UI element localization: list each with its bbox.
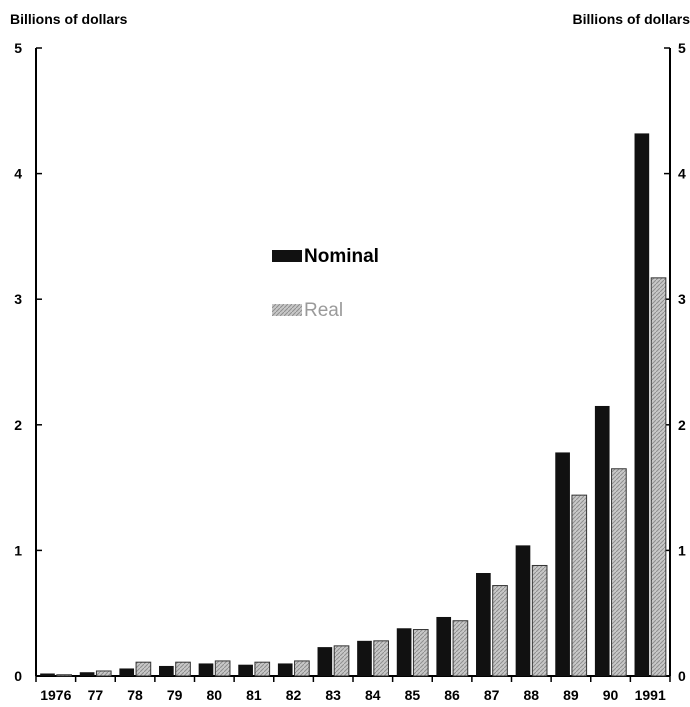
bar-real (175, 661, 191, 677)
y-tick-label-right: 1 (678, 542, 686, 558)
bar-nominal (317, 647, 333, 676)
left-axis-title: Billions of dollars (10, 11, 128, 27)
bar-nominal (396, 628, 412, 676)
y-tick-label-left: 1 (14, 542, 22, 558)
y-tick-label-right: 4 (678, 166, 686, 182)
x-tick-label: 83 (325, 687, 341, 703)
legend-nominal-label: Nominal (304, 246, 379, 267)
bar-real (650, 277, 667, 677)
bar-real (412, 629, 429, 677)
bar-real (452, 620, 469, 677)
bar-nominal (198, 663, 214, 676)
legend-real-swatch (272, 304, 302, 316)
bar-real (571, 494, 588, 677)
x-tick-label: 79 (167, 687, 183, 703)
y-tick-label-left: 4 (14, 166, 22, 182)
x-tick-label: 82 (286, 687, 302, 703)
bar-nominal (277, 663, 293, 676)
legend-real-label: Real (304, 300, 343, 321)
bar-real (373, 640, 389, 677)
bar-real (254, 661, 271, 677)
y-tick-label-left: 0 (14, 668, 22, 684)
bar-nominal (40, 673, 55, 676)
y-tick-label-right: 3 (678, 291, 686, 307)
right-axis-title: Billions of dollars (573, 11, 690, 27)
y-tick-label-right: 5 (678, 40, 686, 56)
bar-real (95, 670, 112, 677)
x-tick-label: 88 (524, 687, 540, 703)
bar-nominal (594, 405, 610, 676)
x-tick-label: 1991 (635, 687, 666, 703)
bar-real (294, 660, 310, 677)
x-tick-label: 87 (484, 687, 500, 703)
x-tick-label: 1976 (40, 687, 71, 703)
x-tick-label: 90 (603, 687, 619, 703)
y-tick-label-left: 3 (14, 291, 22, 307)
y-tick-label-right: 0 (678, 668, 686, 684)
y-tick-label-right: 2 (678, 417, 686, 433)
bar-nominal (79, 672, 95, 676)
bar-real (214, 660, 231, 677)
bar-real (492, 585, 508, 677)
x-tick-label: 78 (127, 687, 143, 703)
x-tick-label: 77 (88, 687, 104, 703)
bar-nominal (515, 545, 531, 676)
bar-nominal (436, 616, 452, 676)
bar-nominal (555, 452, 570, 676)
bar-nominal (159, 665, 174, 676)
x-tick-label: 86 (444, 687, 460, 703)
x-tick-label: 80 (207, 687, 223, 703)
bar-real (135, 661, 152, 677)
y-tick-label-left: 2 (14, 417, 22, 433)
x-tick-label: 89 (563, 687, 579, 703)
bar-nominal (357, 640, 372, 676)
bar-real (333, 645, 350, 677)
bar-nominal (634, 133, 650, 676)
y-tick-label-left: 5 (14, 40, 22, 56)
bar-nominal (119, 668, 135, 676)
bar-real (611, 468, 627, 677)
legend: Nominal Real (272, 246, 379, 321)
x-tick-label: 85 (405, 687, 421, 703)
bar-nominal (476, 573, 491, 676)
legend-nominal-swatch (272, 250, 302, 262)
x-tick-label: 81 (246, 687, 262, 703)
bar-real (531, 564, 548, 677)
plot-area: 0 0 1 1 2 2 3 3 4 4 5 5 1976 77 78 79 80 81 82 83 84 85 86 87 88… (14, 40, 686, 703)
x-tick-label: 84 (365, 687, 381, 703)
bar-real (56, 674, 72, 677)
bar-nominal (238, 664, 253, 676)
